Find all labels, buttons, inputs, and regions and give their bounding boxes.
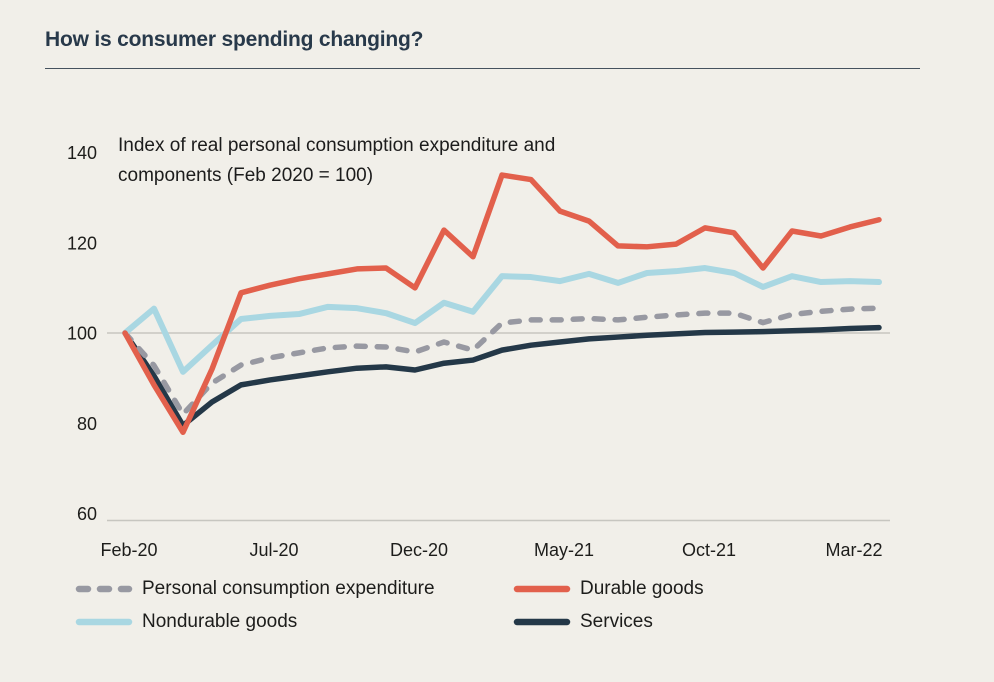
x-tick-label: May-21: [534, 540, 594, 560]
x-tick-label: Feb-20: [100, 540, 157, 560]
legend-item-pce: Personal consumption expenditure: [75, 578, 513, 600]
legend-label-pce: Personal consumption expenditure: [142, 577, 435, 599]
pce-line-swatch-icon: [75, 585, 133, 592]
chart-legend: Personal consumption expenditure Durable …: [75, 572, 704, 638]
chart-subtitle-line-2: components (Feb 2020 = 100): [118, 165, 374, 186]
chart-subtitle-line-1: Index of real personal consumption expen…: [118, 135, 556, 156]
series-line-services: [122, 324, 882, 429]
legend-label-nondurable: Nondurable goods: [142, 610, 298, 632]
legend-label-services: Services: [580, 610, 653, 632]
page-title: How is consumer spending changing?: [45, 28, 424, 51]
x-tick-label: Jul-20: [249, 540, 298, 560]
x-tick-label: Dec-20: [390, 540, 448, 560]
series-line-durable: [122, 172, 882, 436]
y-tick-label: 120: [67, 233, 97, 253]
y-tick-label: 140: [67, 143, 97, 163]
y-tick-label: 100: [67, 324, 97, 344]
legend-item-services: Services: [513, 611, 704, 633]
title-divider: [45, 68, 920, 69]
services-line-swatch-icon: [513, 618, 571, 625]
series-line-nondurable: [122, 265, 882, 375]
series-line-pce: [122, 305, 882, 417]
legend-label-durable: Durable goods: [580, 577, 704, 599]
x-tick-label: Mar-22: [825, 540, 882, 560]
y-tick-label: 80: [77, 414, 97, 434]
chart-subtitle: Index of real personal consumption expen…: [118, 131, 718, 191]
nondurable-line-swatch-icon: [75, 618, 133, 625]
durable-line-swatch-icon: [513, 585, 571, 592]
legend-item-nondurable: Nondurable goods: [75, 611, 513, 633]
x-tick-label: Oct-21: [682, 540, 736, 560]
y-tick-label: 60: [77, 504, 97, 524]
legend-item-durable: Durable goods: [513, 578, 704, 600]
